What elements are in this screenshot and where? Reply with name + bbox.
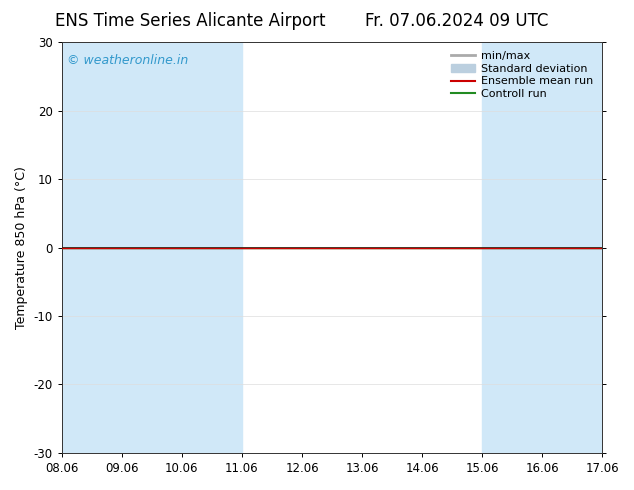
Text: Fr. 07.06.2024 09 UTC: Fr. 07.06.2024 09 UTC xyxy=(365,12,548,30)
Bar xyxy=(122,42,182,453)
Bar xyxy=(482,42,542,453)
Bar xyxy=(182,42,242,453)
Legend: min/max, Standard deviation, Ensemble mean run, Controll run: min/max, Standard deviation, Ensemble me… xyxy=(448,48,597,102)
Text: ENS Time Series Alicante Airport: ENS Time Series Alicante Airport xyxy=(55,12,325,30)
Y-axis label: Temperature 850 hPa (°C): Temperature 850 hPa (°C) xyxy=(15,166,28,329)
Bar xyxy=(62,42,122,453)
Text: © weatheronline.in: © weatheronline.in xyxy=(67,54,188,68)
Bar xyxy=(542,42,602,453)
